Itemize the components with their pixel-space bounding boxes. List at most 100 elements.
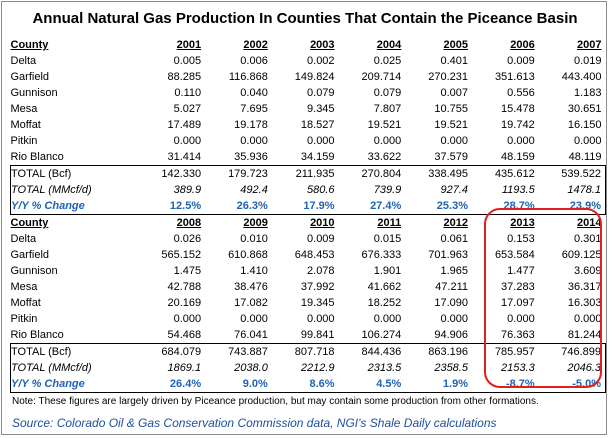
value-cell: 149.824 xyxy=(294,71,335,83)
value-cell: 610.868 xyxy=(228,249,268,261)
value-cell: 18.252 xyxy=(367,297,402,309)
value-cell: 19.521 xyxy=(434,119,468,131)
year-column-header: 2011 xyxy=(377,217,402,229)
value-cell: 0.000 xyxy=(440,313,468,325)
value-cell: 1.410 xyxy=(240,265,268,277)
county-name-cell: Moffat xyxy=(10,119,41,131)
value-cell: 99.841 xyxy=(300,329,335,341)
value-cell: 0.025 xyxy=(373,55,402,67)
value-cell: 1.9% xyxy=(405,376,472,393)
value-cell: 0.040 xyxy=(240,87,268,99)
value-cell: 0.000 xyxy=(240,135,268,147)
table-row: Delta 0.005 0.006 0.002 0.025 0.401 0.009 0.019 xyxy=(11,53,606,69)
value-cell: 0.110 xyxy=(174,87,202,99)
year-column-header: 2010 xyxy=(310,217,335,229)
year-column-header: 2012 xyxy=(443,217,468,229)
value-cell: 48.159 xyxy=(501,151,535,163)
value-cell: 0.000 xyxy=(573,313,602,325)
value-cell: 0.079 xyxy=(373,87,402,99)
county-column-header: County xyxy=(10,217,49,229)
county-name-cell: Rio Blanco xyxy=(10,329,64,341)
value-cell: 26.3% xyxy=(205,198,272,215)
value-cell: 16.150 xyxy=(567,119,602,131)
value-cell: 844.436 xyxy=(338,343,406,360)
county-column-header: County xyxy=(10,39,49,51)
table-row: Garfield 88.285 116.868 149.824 209.714 270.2… xyxy=(11,69,606,85)
value-cell: 0.006 xyxy=(240,55,268,67)
county-name-cell: Delta xyxy=(10,233,37,245)
value-cell: 684.079 xyxy=(138,343,206,360)
value-cell: 743.887 xyxy=(205,343,272,360)
value-cell: 9.345 xyxy=(307,103,335,115)
table-header-row: County 2008 2009 2010 2011 2012 2013 2014 xyxy=(11,215,606,231)
value-cell: 648.453 xyxy=(294,249,335,261)
value-cell: 0.002 xyxy=(307,55,335,67)
value-cell: 23.9% xyxy=(538,198,606,215)
year-column-header: 2004 xyxy=(376,39,402,51)
value-cell: 0.000 xyxy=(507,313,535,325)
value-cell: 17.082 xyxy=(234,297,268,309)
value-cell: 81.244 xyxy=(567,329,602,341)
yy-change-row: Y/Y % Change 12.5% 26.3% 17.9% 27.4% 25.3% 28.… xyxy=(10,198,606,215)
row-label-cell: TOTAL (Bcf) xyxy=(10,165,139,182)
county-name-cell: Pitkin xyxy=(10,313,38,325)
value-cell: 1193.5 xyxy=(501,184,535,196)
value-cell: 41.662 xyxy=(367,281,402,293)
value-cell: 0.000 xyxy=(373,313,402,325)
value-cell: 54.468 xyxy=(167,329,202,341)
table-row: Rio Blanco 31.414 35.936 34.159 33.622 37.579… xyxy=(11,149,606,166)
table-header-row: County 2001 2002 2003 2004 2005 2006 2007 xyxy=(11,37,606,53)
value-cell: 0.000 xyxy=(173,135,202,147)
county-name-cell: Moffat xyxy=(10,297,41,309)
value-cell: 863.196 xyxy=(405,343,472,360)
value-cell: 0.009 xyxy=(307,233,335,245)
table-row: Mesa 42.788 38.476 37.992 41.662 47.211 37.283… xyxy=(11,279,606,295)
value-cell: 3.609 xyxy=(573,265,602,277)
value-cell: 2038.0 xyxy=(234,362,268,374)
year-column-header: 2013 xyxy=(510,217,535,229)
value-cell: 389.9 xyxy=(173,184,202,196)
value-cell: 37.579 xyxy=(434,151,468,163)
value-cell: 88.285 xyxy=(167,71,202,83)
county-name-cell: Garfield xyxy=(10,249,50,261)
source-citation: Source: Colorado Oil & Gas Conservation … xyxy=(12,416,497,430)
value-cell: 0.005 xyxy=(173,55,202,67)
value-cell: 338.495 xyxy=(405,165,472,182)
table-row: Gunnison 0.110 0.040 0.079 0.079 0.007 0.556 1.… xyxy=(11,85,606,101)
value-cell: 36.317 xyxy=(567,281,602,293)
value-cell: 1869.1 xyxy=(167,362,202,374)
value-cell: 807.718 xyxy=(271,343,339,360)
total-bcf-row: TOTAL (Bcf) 142.330 179.723 211.935 270.804 3… xyxy=(10,165,606,182)
production-table-2008-2014: County 2008 2009 2010 2011 2012 2013 2014 Delta 0… xyxy=(10,215,606,393)
value-cell: 1.901 xyxy=(373,265,402,277)
county-name-cell: Pitkin xyxy=(10,135,38,147)
total-mmcfd-row: TOTAL (MMcf/d) 1869.1 2038.0 2212.9 2313.5 23… xyxy=(10,360,606,376)
value-cell: 565.152 xyxy=(161,249,202,261)
row-label-cell: TOTAL (MMcf/d) xyxy=(10,360,139,376)
value-cell: 580.6 xyxy=(307,184,335,196)
total-mmcfd-row: TOTAL (MMcf/d) 389.9 492.4 580.6 739.9 927.4 1… xyxy=(10,182,606,198)
value-cell: 18.527 xyxy=(300,119,335,131)
value-cell: 76.041 xyxy=(234,329,268,341)
value-cell: 15.478 xyxy=(501,103,535,115)
value-cell: 38.476 xyxy=(234,281,268,293)
value-cell: 211.935 xyxy=(271,165,339,182)
value-cell: 17.489 xyxy=(167,119,202,131)
value-cell: 19.742 xyxy=(501,119,535,131)
value-cell: 2313.5 xyxy=(367,362,402,374)
value-cell: 19.178 xyxy=(234,119,268,131)
value-cell: 2046.3 xyxy=(538,360,606,376)
value-cell: 0.000 xyxy=(507,135,535,147)
value-cell: 19.521 xyxy=(367,119,402,131)
table-row: Moffat 17.489 19.178 18.527 19.521 19.521 19.7… xyxy=(11,117,606,133)
value-cell: 0.000 xyxy=(240,313,268,325)
value-cell: 270.804 xyxy=(338,165,406,182)
year-column-header: 2006 xyxy=(510,39,535,51)
value-cell: 12.5% xyxy=(138,198,206,215)
county-name-cell: Mesa xyxy=(10,103,38,115)
value-cell: 2212.9 xyxy=(300,362,335,374)
value-cell: 28.7% xyxy=(471,198,539,215)
value-cell: -5.0% xyxy=(538,376,606,393)
county-name-cell: Rio Blanco xyxy=(10,151,64,163)
value-cell: 539.522 xyxy=(538,165,606,182)
